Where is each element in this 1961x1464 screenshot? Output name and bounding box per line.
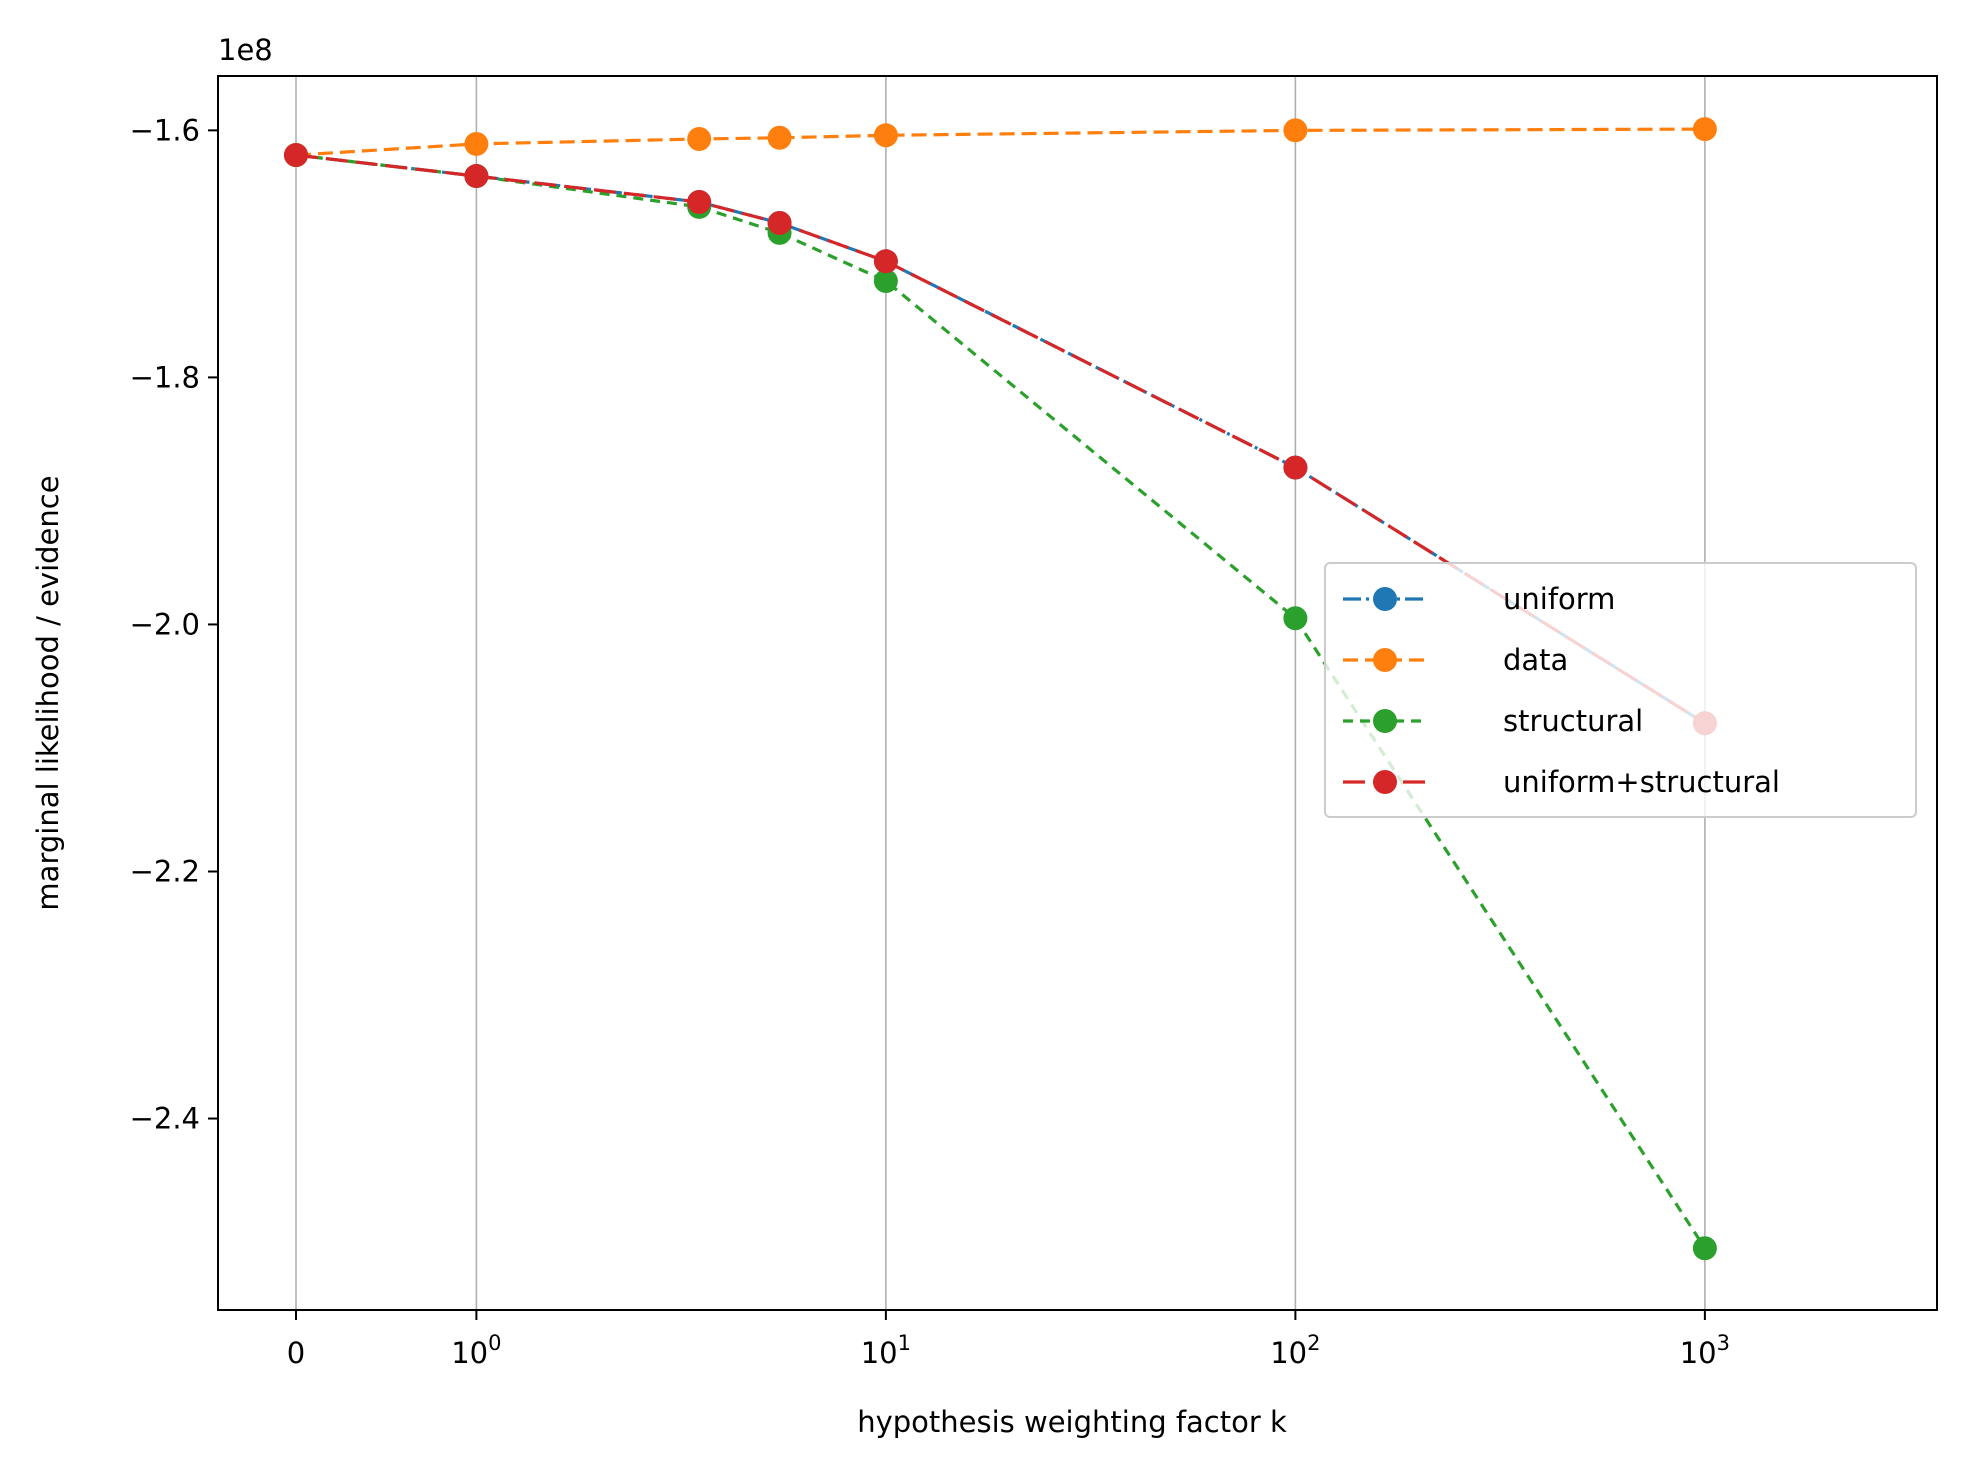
x-tick-label: 101 [861,1331,911,1370]
y-axis-label: marginal likelihood / evidence [31,475,65,910]
data-point [767,210,792,235]
legend-item: uniform [1343,582,1615,616]
data-point [873,249,898,274]
data-point [1692,1236,1717,1261]
data-point [1692,117,1717,142]
x-axis: 0 100 101 102 103 [287,1310,1730,1370]
data-point [873,269,898,294]
y-scale-multiplier: 1e8 [218,33,273,67]
x-tick-label: 100 [451,1331,501,1370]
legend-box [1324,562,1917,818]
x-tick-label: 102 [1270,1331,1320,1370]
y-tick-label: −2.0 [130,607,200,641]
legend-item: data [1343,643,1568,677]
legend-label: uniform+structural [1503,765,1780,799]
data-point [284,143,308,168]
data-point [1283,118,1308,143]
legend-label: data [1503,643,1568,677]
data-point [464,164,489,189]
x-axis-label: hypothesis weighting factor k [857,1405,1287,1439]
legend-item: structural [1343,704,1643,738]
x-tick-label: 0 [287,1336,305,1370]
legend-marker [1373,587,1397,611]
legend-item: uniform+structural [1343,765,1780,799]
y-tick-label: −1.8 [130,360,200,394]
data-point [464,131,489,156]
y-axis: −1.6 −1.8 −2.0 −2.2 −2.4 [130,113,218,1136]
data-point [687,189,712,214]
plot-frame [217,75,1938,1311]
y-tick-label: −2.2 [130,854,200,888]
legend-marker [1373,709,1397,733]
legend-label: structural [1503,704,1643,738]
data-point [1283,455,1308,480]
series-layer [284,117,1717,1261]
legend-marker [1373,770,1397,794]
data-point [1283,606,1308,631]
data-point [687,126,712,151]
y-tick-label: −1.6 [130,113,200,147]
data-point [767,125,792,150]
legend-marker [1373,648,1397,672]
y-tick-label: −2.4 [130,1102,200,1136]
legend-label: uniform [1503,582,1615,616]
x-tick-label: 103 [1680,1331,1730,1370]
legend: uniform data structural uniform+structural [1324,562,1917,818]
data-point [873,123,898,148]
